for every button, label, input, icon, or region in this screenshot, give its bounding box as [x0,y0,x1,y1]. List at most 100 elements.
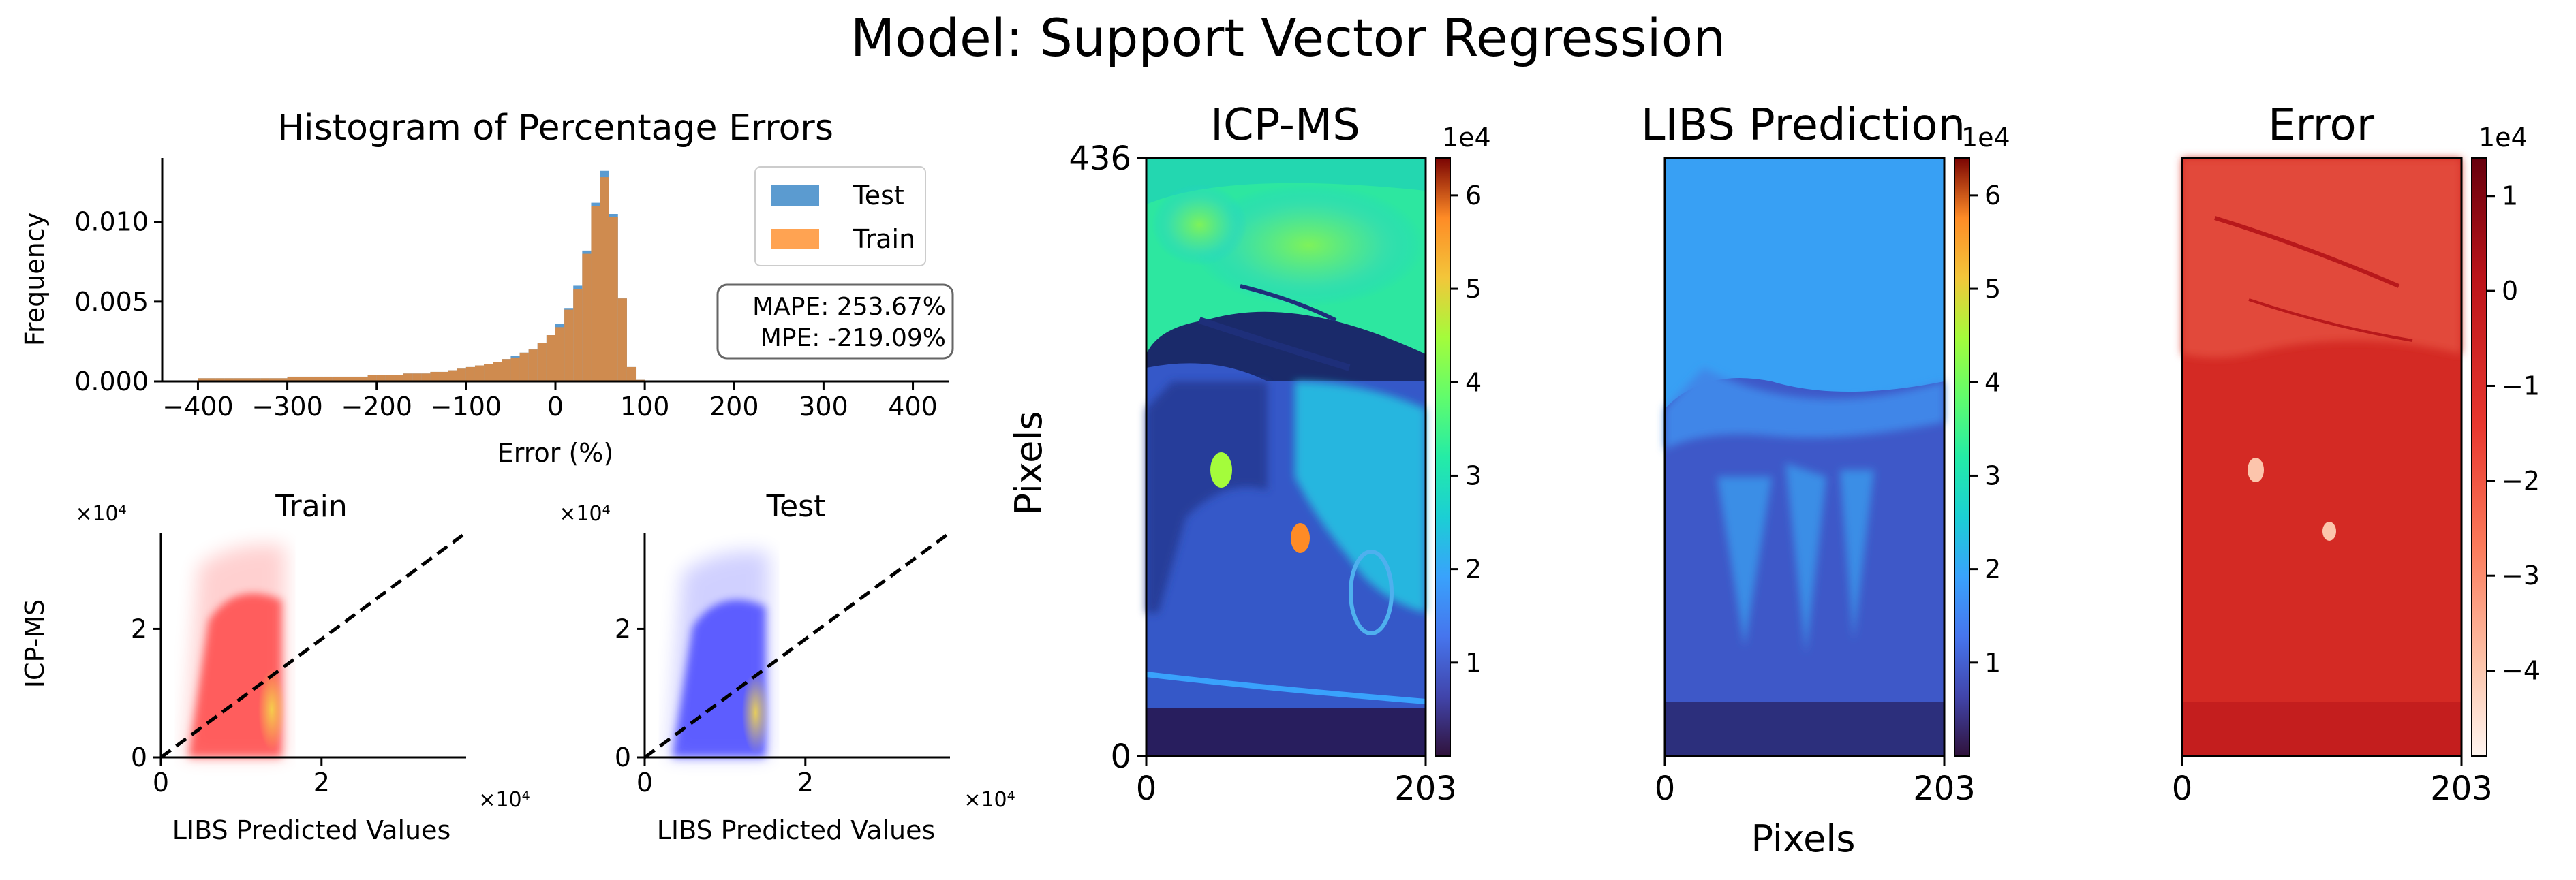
scatter-train-y-tick-label: 0 [131,742,147,772]
mape-label: MAPE: 253.67% [752,293,946,321]
histogram-train-bar [555,327,565,381]
scatter-train-axes: 0 2 0 2 [131,531,467,798]
scatter-test-y-scale: ×10⁴ [559,502,610,526]
histogram-train-bar [510,357,520,381]
histogram-train-bar [198,378,207,381]
map-libs-colorbar [1954,157,1970,757]
histogram-train-bar [305,376,314,381]
colorbar-tick-label: −4 [2502,656,2540,686]
histogram-train-bar [439,371,448,381]
histogram-train-bar [206,378,216,381]
map-error-image [2182,158,2462,756]
scatter-train-x-scale: ×10⁴ [478,788,530,812]
histogram-train-bar [233,378,243,381]
map-error-frame [2181,157,2463,757]
histogram-train-bar [341,376,350,381]
scatter-test-y-tick-label: 2 [615,614,631,644]
histogram-train-bar [323,376,333,381]
histogram-panel: Histogram of Percentage Errors Frequency… [20,108,954,468]
histogram-train-bar [600,177,609,381]
map-y-tick-label: 436 [1069,140,1131,178]
scatter-test-axes: 0 2 0 2 [615,531,951,798]
map-libs-frame [1663,157,1946,757]
scatter-train-x-tick-label: 2 [313,768,330,798]
colorbar-tick-label: 6 [1465,180,1482,210]
histogram-train-bar [474,365,485,381]
histogram-train-bar [224,378,234,381]
scatter-test-identity-line [643,531,951,759]
scatter-test-x-tick-label: 2 [797,768,814,798]
scatter-train-y-scale: ×10⁴ [75,502,126,526]
map-icpms-colorbar-ticks: 1 2 3 4 5 6 [1450,180,1482,678]
histogram-train-bar [573,289,583,381]
error-stats-box: MAPE: 253.67% MPE: -219.09% [716,283,954,360]
histogram-train-bar [394,375,404,381]
histogram-train-bar [376,375,386,381]
histogram-y-tick-label: 0.000 [74,366,149,396]
histogram-train-bar [385,375,395,381]
map-x-tick-label: 203 [2430,770,2493,808]
histogram-train-bar [502,359,511,381]
histogram-train-bar [591,206,600,381]
colorbar-tick-label: −2 [2502,466,2540,496]
map-icpms-panel: ICP-MS Pixels 0 203 0 436 1e4 1 2 3 4 5 6 [1007,100,1491,808]
map-x-tick-label: 0 [1136,770,1157,808]
histogram-x-tick-label: −400 [162,392,233,422]
colorbar-tick-label: 1 [1984,648,2001,678]
scatter-test-x-tick-label: 0 [637,768,653,798]
colorbar-tick-label: 2 [1465,554,1482,584]
map-y-tick-label: 0 [1110,738,1131,776]
histogram-train-bar [465,366,475,381]
scatter-test-points [669,550,769,757]
scatter-train-ylabel: ICP-MS [20,599,50,688]
map-libs-colorbar-ticks: 1 2 3 4 5 6 [1969,180,2001,678]
histogram-train-bar [367,375,377,381]
scatter-test-title: Test [766,489,826,524]
histogram-x-tick-label: 100 [620,392,670,422]
map-error-panel: Error 0 203 1e4 −4 −3 −2 −1 0 1 [2172,100,2540,808]
scatter-test-y-tick-label: 0 [615,742,631,772]
histogram-x-tick-label: −100 [431,392,502,422]
map-icpms-axes: 0 203 0 436 [1069,140,1456,808]
map-error-title: Error [2268,100,2375,151]
histogram-xlabel: Error (%) [497,438,613,468]
legend-test-label: Test [853,180,904,210]
map-x-tick-label: 0 [1655,770,1676,808]
histogram-train-bar [564,309,574,381]
map-libs-axes: 0 203 [1655,756,1976,808]
legend-train-swatch [771,229,819,249]
histogram-axes: −400 −300 −200 −100 0 100 200 300 400 0.000 0.005 0… [74,158,949,422]
scatter-train-x-tick-label: 0 [153,768,169,798]
legend-test-swatch [771,185,819,206]
histogram-train-bar [457,368,466,381]
scatter-test-x-scale: ×10⁴ [964,788,1015,812]
histogram-train-bar [313,376,324,381]
map-icpms-colorbar [1435,157,1451,757]
map-error-colorbar-ticks: −4 −3 −2 −1 0 1 [2487,181,2540,686]
histogram-x-tick-label: 300 [799,392,848,422]
map-libs-panel: LIBS Prediction Pixels 0 203 1e4 1 2 3 4 5 6 [1641,100,2010,860]
histogram-train-bar [412,373,422,381]
scatter-train-panel: Train ICP-MS LIBS Predicted Values ×10⁴ … [20,489,530,845]
histogram-train-bar [215,378,225,381]
colorbar-tick-label: 4 [1984,367,2001,397]
figure-suptitle: Model: Support Vector Regression [850,7,1726,68]
map-error-colorbar [2471,157,2487,757]
colorbar-tick-label: −1 [2502,371,2540,400]
histogram-train-bar [546,335,555,381]
colorbar-tick-label: −3 [2502,561,2540,591]
histogram-bars [198,170,645,381]
histogram-x-tick-label: 0 [547,392,564,422]
map-icpms-frame [1145,157,1427,757]
scatter-train-identity-line [159,531,467,759]
histogram-train-bar [421,373,431,381]
scatter-train-title: Train [275,489,348,524]
histogram-train-bar [626,366,637,381]
map-libs-xlabel: Pixels [1751,817,1855,860]
histogram-train-bar [528,349,538,381]
histogram-train-bar [493,362,502,381]
colorbar-tick-label: 2 [1984,554,2001,584]
colorbar-tick-label: 5 [1984,274,2001,304]
histogram-train-bar [617,298,627,381]
colorbar-tick-label: 4 [1465,367,1482,397]
